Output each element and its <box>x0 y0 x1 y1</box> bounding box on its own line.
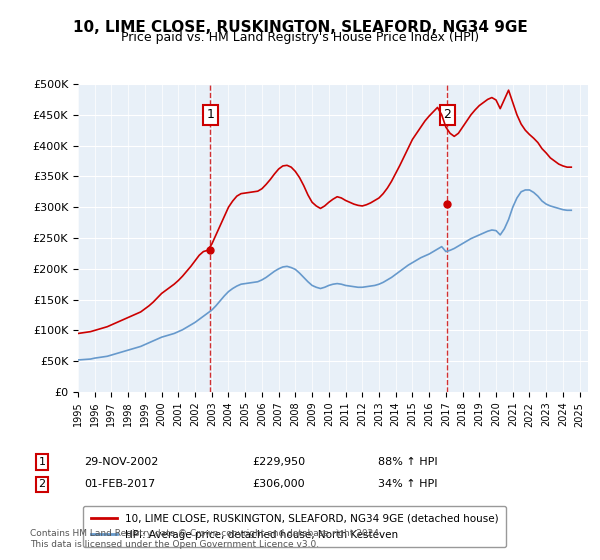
Legend: 10, LIME CLOSE, RUSKINGTON, SLEAFORD, NG34 9GE (detached house), HPI: Average pr: 10, LIME CLOSE, RUSKINGTON, SLEAFORD, NG… <box>83 506 506 547</box>
Text: 2: 2 <box>38 479 46 489</box>
Text: 10, LIME CLOSE, RUSKINGTON, SLEAFORD, NG34 9GE: 10, LIME CLOSE, RUSKINGTON, SLEAFORD, NG… <box>73 20 527 35</box>
Text: 01-FEB-2017: 01-FEB-2017 <box>84 479 155 489</box>
Text: 29-NOV-2002: 29-NOV-2002 <box>84 457 158 467</box>
Text: 1: 1 <box>206 108 214 122</box>
Text: 88% ↑ HPI: 88% ↑ HPI <box>378 457 437 467</box>
Text: Price paid vs. HM Land Registry's House Price Index (HPI): Price paid vs. HM Land Registry's House … <box>121 31 479 44</box>
Text: 34% ↑ HPI: 34% ↑ HPI <box>378 479 437 489</box>
Text: £229,950: £229,950 <box>252 457 305 467</box>
Text: £306,000: £306,000 <box>252 479 305 489</box>
Text: 1: 1 <box>38 457 46 467</box>
Text: 2: 2 <box>443 108 451 122</box>
Text: Contains HM Land Registry data © Crown copyright and database right 2024.
This d: Contains HM Land Registry data © Crown c… <box>30 529 382 549</box>
